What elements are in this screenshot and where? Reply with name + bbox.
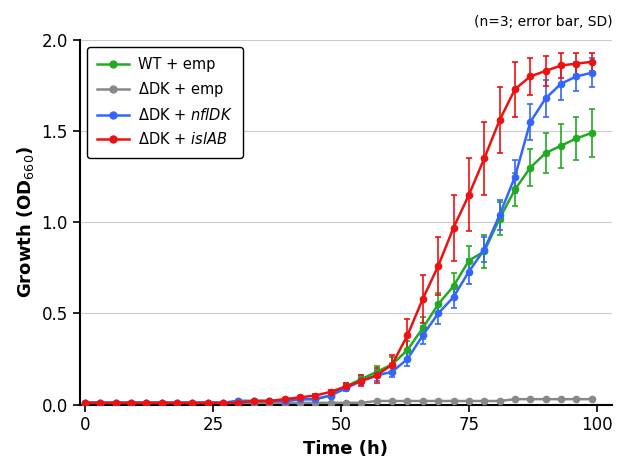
X-axis label: Time (h): Time (h) [304,440,389,458]
Legend: WT + emp, $\Delta$DK + emp, $\Delta$DK + $\it{nflDK}$, $\Delta$DK + $\it{islAB}$: WT + emp, $\Delta$DK + emp, $\Delta$DK +… [87,47,243,158]
Text: (n=3; error bar, SD): (n=3; error bar, SD) [474,15,612,29]
Y-axis label: Growth (OD$_{660}$): Growth (OD$_{660}$) [15,146,36,298]
